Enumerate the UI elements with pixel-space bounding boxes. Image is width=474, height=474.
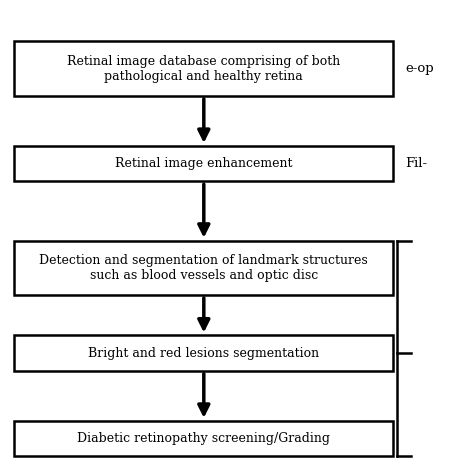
- Text: e-op: e-op: [405, 62, 434, 75]
- Text: Detection and segmentation of landmark structures
such as blood vessels and opti: Detection and segmentation of landmark s…: [39, 254, 368, 282]
- Text: Bright and red lesions segmentation: Bright and red lesions segmentation: [88, 346, 319, 360]
- Bar: [14, 146, 393, 181]
- Text: Retinal image database comprising of both
pathological and healthy retina: Retinal image database comprising of bot…: [67, 55, 340, 83]
- Bar: [14, 421, 393, 456]
- Bar: [14, 241, 393, 295]
- Text: Retinal image enhancement: Retinal image enhancement: [115, 157, 292, 170]
- Bar: [14, 42, 393, 96]
- Bar: [14, 336, 393, 371]
- Text: Fil-: Fil-: [405, 157, 428, 170]
- Text: Diabetic retinopathy screening/Grading: Diabetic retinopathy screening/Grading: [77, 432, 330, 445]
